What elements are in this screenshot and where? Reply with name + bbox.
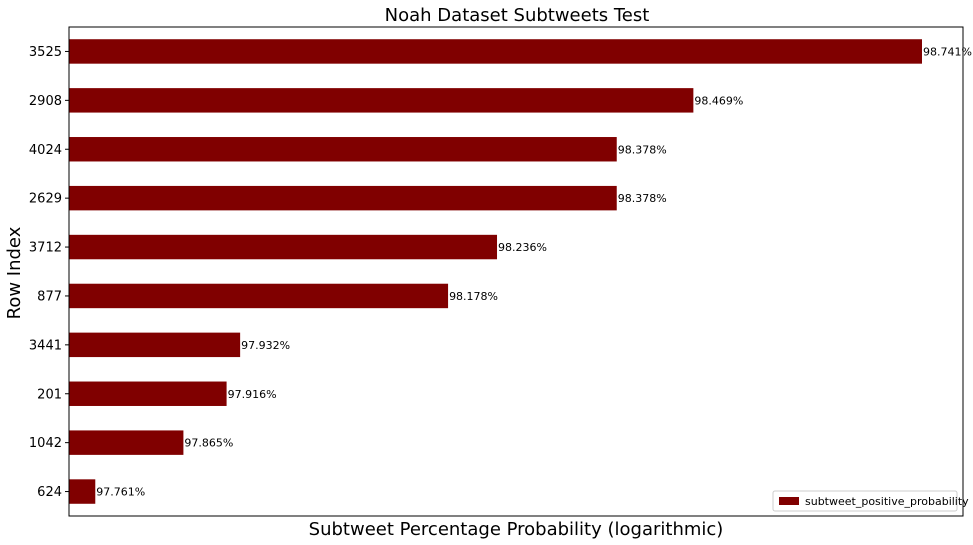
y-axis-label: Row Index bbox=[4, 226, 25, 319]
y-tick-label: 3441 bbox=[29, 338, 62, 353]
y-tick-label: 624 bbox=[37, 485, 62, 500]
bar-624 bbox=[69, 479, 96, 504]
legend: subtweet_positive_probability bbox=[772, 490, 969, 512]
bar-2629 bbox=[69, 185, 617, 211]
bar-4024 bbox=[69, 137, 617, 162]
y-tick-label: 3712 bbox=[29, 241, 62, 256]
y-tick-label: 877 bbox=[37, 289, 62, 304]
data-labels-group: 98.741% 98.469% 98.378% 98.378% 98.236% 98.17… bbox=[96, 45, 972, 498]
chart-title: Noah Dataset Subtweets Test bbox=[385, 5, 650, 26]
plot-area-frame bbox=[68, 26, 964, 517]
bar-3525 bbox=[69, 39, 922, 64]
y-tick-label: 1042 bbox=[29, 436, 62, 451]
y-ticks-group: 3525 2908 4024 2629 3712 877 3441 201 1042 624 bbox=[29, 45, 69, 500]
y-tick-label: 4024 bbox=[29, 143, 62, 158]
y-tick-label: 2908 bbox=[29, 94, 62, 109]
legend-swatch bbox=[779, 497, 799, 505]
bar-877 bbox=[69, 283, 449, 309]
data-label: 97.865% bbox=[184, 437, 233, 450]
legend-label: subtweet_positive_probability bbox=[805, 495, 969, 508]
y-tick-label: 3525 bbox=[29, 45, 62, 60]
data-label: 97.932% bbox=[241, 339, 290, 352]
data-label: 98.378% bbox=[618, 192, 667, 205]
bars-group bbox=[69, 39, 922, 504]
bar-3441 bbox=[69, 332, 241, 358]
data-label: 98.236% bbox=[498, 241, 547, 254]
x-axis-label: Subtweet Percentage Probability (logarit… bbox=[309, 519, 724, 540]
data-label: 98.378% bbox=[618, 143, 667, 156]
legend-box bbox=[772, 490, 958, 512]
y-tick-label: 2629 bbox=[29, 192, 62, 207]
data-label: 98.469% bbox=[694, 94, 743, 107]
bar-2908 bbox=[69, 88, 694, 113]
data-label: 98.178% bbox=[449, 290, 498, 303]
data-label: 97.916% bbox=[228, 388, 277, 401]
bar-3712 bbox=[69, 234, 498, 260]
bar-1042 bbox=[69, 430, 184, 455]
y-tick-label: 201 bbox=[37, 387, 62, 402]
data-label: 98.741% bbox=[923, 45, 972, 58]
bar-201 bbox=[69, 381, 227, 406]
data-label: 97.761% bbox=[96, 486, 145, 499]
